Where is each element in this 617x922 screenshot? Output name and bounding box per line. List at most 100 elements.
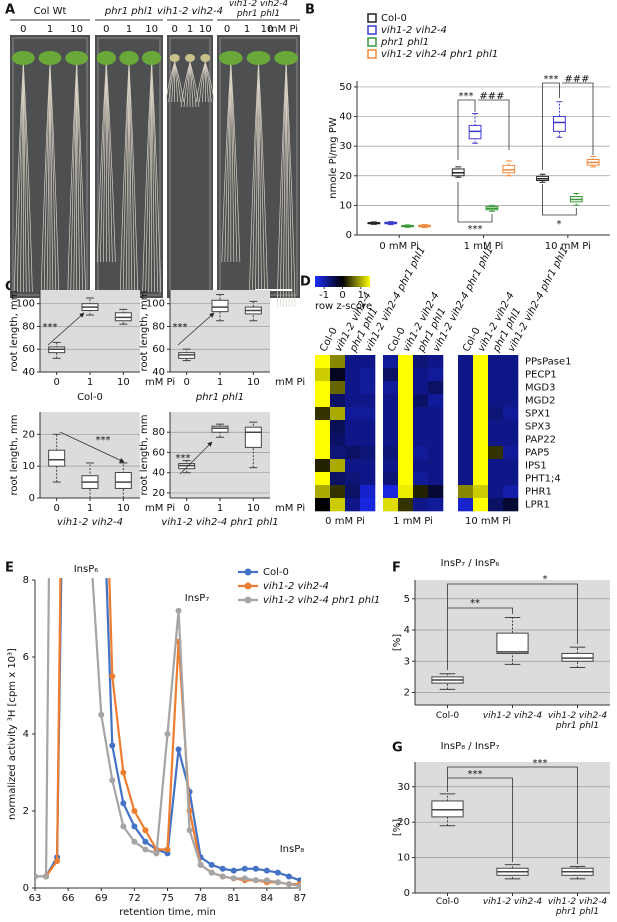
root: [128, 61, 139, 303]
heatmap-cell: [383, 498, 399, 512]
heatmap-cell: [413, 420, 429, 434]
x-tick-label: 63: [29, 893, 42, 904]
heatmap-cell: [345, 459, 361, 473]
data-point: [241, 875, 248, 882]
significance-bracket: [447, 583, 578, 644]
root: [76, 61, 81, 298]
heatmap-cell: [383, 368, 399, 382]
x-tick-label: vih1-2 vih2-4 phr1 phl1: [547, 897, 608, 918]
dose-label: 10: [261, 24, 274, 35]
heatmap-cell: [503, 485, 519, 499]
x-tick-label: 1: [217, 503, 223, 514]
y-tick-label: 40: [152, 367, 165, 378]
x-tick-label: 72: [128, 893, 141, 904]
row-label: PPsPase1: [525, 357, 572, 368]
dose-label: 0: [20, 24, 26, 35]
y-axis-label: root length, mm: [139, 415, 150, 496]
heatmap-cell: [360, 368, 376, 382]
root: [102, 61, 107, 263]
y-axis-label: [%]: [392, 634, 403, 651]
root: [189, 61, 200, 108]
heatmap-cell: [360, 485, 376, 499]
trend-arrow: [59, 431, 125, 463]
heatmap-cell: [473, 498, 489, 512]
annotation: ***: [468, 769, 483, 780]
heatmap-cell: [428, 407, 444, 421]
annotation: ###: [479, 91, 504, 102]
annotation: InsP₆: [74, 564, 99, 575]
data-point: [120, 769, 127, 776]
heatmap-cell: [383, 459, 399, 473]
significance-bracket: [447, 777, 513, 862]
root: [224, 61, 232, 263]
annotation: InsP₈: [280, 844, 305, 855]
data-point: [120, 823, 127, 830]
box: [496, 632, 529, 654]
y-tick-label: 20: [397, 817, 410, 828]
y-tick-label: 10: [339, 200, 352, 211]
plot-area: [35, 578, 301, 890]
dose-label: 1: [47, 24, 53, 35]
x-tick-label: 1 mM Pi: [464, 241, 504, 252]
legend-label: Col-0: [381, 13, 407, 24]
unit-label: mM Pi: [145, 377, 175, 388]
heatmap-cell: [458, 472, 474, 486]
data-point: [219, 865, 226, 872]
heatmap-cell: [383, 407, 399, 421]
heatmap-cell: [383, 485, 399, 499]
heatmap-cell: [458, 446, 474, 460]
heatmap-cell: [330, 381, 346, 395]
x-tick-label: 10: [117, 377, 130, 388]
heatmap-cell: [315, 394, 331, 408]
root: [125, 61, 130, 303]
data-point: [252, 877, 259, 884]
x-axis-label: retention time, min: [119, 907, 216, 918]
heatmap-cell: [503, 368, 519, 382]
heatmap-cell: [488, 459, 504, 473]
heatmap-cell: [503, 420, 519, 434]
root: [285, 61, 290, 308]
leaves: [65, 51, 89, 65]
y-tick-label: 80: [152, 427, 165, 438]
dose-label: 0: [171, 24, 177, 35]
unit-label: mM Pi: [145, 503, 175, 514]
annotation: ***: [43, 322, 58, 333]
heatmap-cell: [383, 381, 399, 395]
heatmap-cell: [315, 459, 331, 473]
heatmap-cell: [428, 485, 444, 499]
legend-marker: [244, 568, 252, 576]
root: [76, 61, 87, 298]
heatmap-cell: [428, 446, 444, 460]
heatmap-cell: [398, 485, 414, 499]
annotation: ***: [96, 435, 111, 446]
unit-label: mM Pi: [275, 503, 305, 514]
heatmap-cell: [330, 498, 346, 512]
y-axis-label: [%]: [392, 819, 403, 836]
row-label: LPR1: [525, 500, 550, 511]
root: [19, 61, 24, 293]
heatmap-cell: [458, 355, 474, 369]
y-tick-label: 0: [346, 230, 352, 241]
heatmap-cell: [428, 433, 444, 447]
root: [76, 61, 84, 298]
legend-label: Col-0: [263, 567, 289, 578]
heatmap-cell: [503, 446, 519, 460]
y-tick-label: 40: [22, 367, 35, 378]
y-tick-label: 5: [404, 594, 410, 605]
data-point: [175, 607, 182, 614]
y-tick-label: 20: [339, 171, 352, 182]
row-label: PHT1;4: [525, 474, 561, 485]
x-tick-label: 1: [217, 377, 223, 388]
heatmap-cell: [473, 407, 489, 421]
legend-marker: [244, 582, 252, 590]
legend-marker: [244, 596, 252, 604]
heatmap-cell: [413, 381, 429, 395]
heatmap-cell: [458, 420, 474, 434]
column-label: vih1-2 vih2-4 phr1 phl1: [506, 245, 571, 354]
leaves: [218, 51, 243, 65]
y-tick-label: 20: [152, 488, 165, 499]
significance-bracket: [447, 607, 513, 670]
x-tick-label: 0: [53, 377, 59, 388]
data-point: [142, 838, 149, 845]
